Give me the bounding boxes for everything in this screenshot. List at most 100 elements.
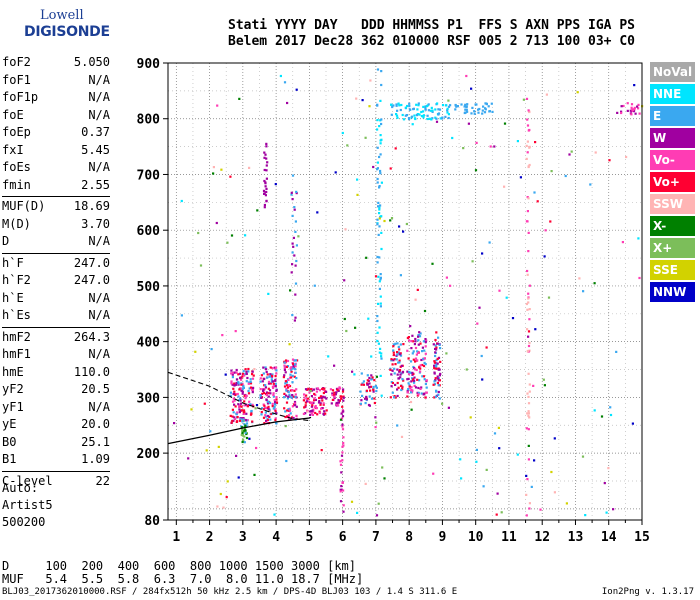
echo-point <box>565 502 568 505</box>
echo-point <box>340 397 343 400</box>
echo-point <box>265 169 268 172</box>
echo-point <box>304 404 307 407</box>
echo-point <box>380 352 383 355</box>
echo-point <box>525 474 528 477</box>
echo-point <box>275 388 278 392</box>
echo-point <box>398 353 401 356</box>
echo-point <box>414 340 417 343</box>
echo-point <box>638 112 641 115</box>
param-label: D <box>2 234 10 248</box>
echo-point <box>527 297 530 300</box>
echo-point <box>366 382 369 385</box>
echo-point <box>319 402 322 405</box>
echo-point <box>291 389 294 392</box>
echo-point <box>262 366 265 369</box>
echo-point <box>312 401 315 404</box>
echo-point <box>273 399 276 402</box>
echo-point <box>404 114 407 117</box>
echo-point <box>217 445 220 448</box>
echo-point <box>417 339 420 342</box>
echo-point <box>264 386 267 389</box>
echo-point <box>435 348 438 351</box>
echo-point <box>237 476 240 479</box>
echo-point <box>433 361 436 364</box>
echo-point <box>615 350 618 353</box>
echo-point <box>394 396 397 399</box>
echo-point <box>432 383 435 386</box>
echo-point <box>294 393 297 396</box>
echo-point <box>406 349 409 352</box>
echo-point <box>307 397 310 400</box>
echo-point <box>449 284 452 287</box>
x-tick-label: 5 <box>305 530 313 545</box>
echo-point <box>377 201 380 204</box>
echo-point <box>285 365 288 368</box>
echo-point <box>422 110 425 113</box>
echo-point <box>368 105 371 108</box>
echo-point <box>342 436 345 439</box>
echo-point <box>433 396 436 399</box>
echo-point <box>263 404 266 407</box>
echo-point <box>294 402 297 405</box>
param-row: foEs N/A <box>2 159 110 177</box>
echo-point <box>418 366 421 369</box>
echo-point <box>435 117 438 120</box>
echo-point <box>396 342 399 345</box>
echo-point <box>400 364 403 367</box>
echo-point <box>393 395 396 398</box>
echo-point <box>463 105 466 108</box>
echo-point <box>436 342 439 345</box>
echo-point <box>394 383 397 386</box>
echo-point <box>407 388 410 391</box>
echo-point <box>483 111 487 114</box>
echo-point <box>383 477 386 480</box>
echo-point <box>243 435 246 438</box>
echo-point <box>263 206 266 209</box>
echo-point <box>341 415 345 418</box>
echo-point <box>209 430 212 433</box>
echo-point <box>244 429 247 432</box>
echo-point <box>234 417 237 421</box>
y-tick-label: 600 <box>137 224 161 239</box>
echo-point <box>249 386 253 389</box>
echo-point <box>293 208 296 211</box>
echo-point <box>243 374 246 377</box>
echo-point <box>232 392 236 396</box>
echo-point <box>394 363 397 366</box>
echo-point <box>267 405 270 408</box>
echo-point <box>245 394 248 398</box>
echo-point <box>262 403 265 406</box>
echo-point <box>390 217 394 220</box>
echo-point <box>283 407 286 410</box>
param-value: 264.3 <box>73 329 110 344</box>
echo-point <box>528 341 531 345</box>
param-row: B0 25.1 <box>2 434 110 452</box>
echo-point <box>396 388 399 391</box>
echo-point <box>519 176 522 179</box>
param-row: h`E N/A <box>2 290 110 308</box>
echo-point <box>422 105 425 108</box>
echo-point <box>466 103 469 106</box>
echo-point <box>249 382 253 385</box>
echo-point <box>416 359 419 362</box>
param-separator <box>2 326 110 328</box>
echo-point <box>475 460 478 463</box>
echo-point <box>399 343 402 346</box>
echo-point <box>272 407 275 410</box>
legend-item: Vo- <box>650 150 695 170</box>
echo-point <box>441 104 445 107</box>
echo-point <box>331 389 335 392</box>
echo-point <box>290 271 293 274</box>
echo-point <box>289 412 292 415</box>
echo-point <box>219 492 222 496</box>
echo-point <box>314 405 317 408</box>
echo-point <box>389 396 392 399</box>
echo-point <box>240 433 243 436</box>
echo-point <box>325 409 328 412</box>
echo-point <box>287 414 291 417</box>
echo-point <box>622 104 625 108</box>
echo-point <box>434 338 437 342</box>
echo-point <box>367 317 370 320</box>
legend-item: NNW <box>650 282 695 302</box>
echo-point <box>239 397 242 400</box>
